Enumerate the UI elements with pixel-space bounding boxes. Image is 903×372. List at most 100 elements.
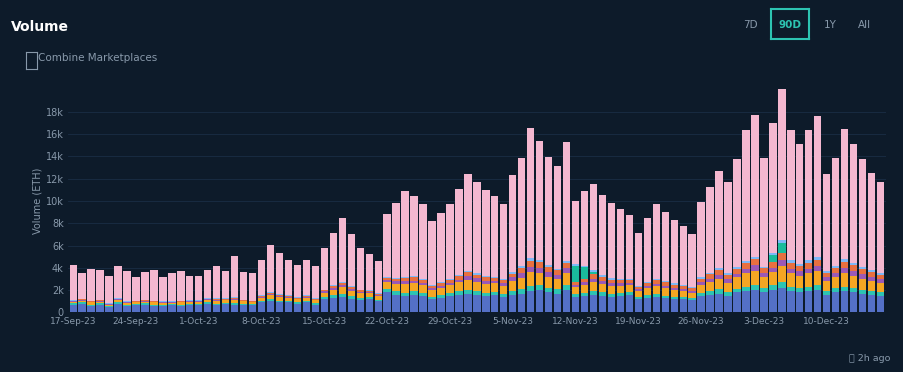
Bar <box>652 286 659 294</box>
Bar <box>589 279 597 282</box>
Bar <box>437 298 444 312</box>
Bar <box>526 286 534 291</box>
Bar <box>70 303 77 305</box>
Bar <box>545 267 552 272</box>
Bar <box>625 295 632 312</box>
Bar <box>339 282 346 283</box>
Bar <box>643 289 650 295</box>
Bar <box>410 276 417 278</box>
Bar <box>374 261 381 294</box>
Bar <box>581 285 588 292</box>
Bar <box>70 305 77 312</box>
Bar <box>589 274 597 279</box>
Bar <box>186 301 193 302</box>
Bar <box>545 292 552 312</box>
Bar <box>741 261 749 263</box>
Bar <box>554 270 561 275</box>
Bar <box>526 258 534 260</box>
Bar <box>106 306 113 307</box>
Bar <box>796 288 803 292</box>
Bar <box>563 141 570 261</box>
Bar <box>607 297 614 312</box>
Bar <box>750 259 758 266</box>
Bar <box>822 278 830 281</box>
Bar <box>419 279 426 280</box>
Bar <box>750 257 758 259</box>
Bar <box>652 204 659 279</box>
Bar <box>589 185 597 270</box>
Bar <box>437 295 444 298</box>
Bar <box>563 285 570 290</box>
Bar <box>867 291 874 295</box>
Bar <box>222 270 229 298</box>
Bar <box>472 295 480 312</box>
Bar <box>195 305 202 312</box>
Bar <box>312 304 319 305</box>
Bar <box>204 304 211 312</box>
Bar <box>275 295 283 296</box>
Bar <box>814 257 821 260</box>
Bar <box>777 282 785 288</box>
Bar <box>554 294 561 312</box>
Bar <box>670 299 677 312</box>
Bar <box>401 190 408 276</box>
Bar <box>805 260 812 263</box>
Bar <box>266 301 274 312</box>
Bar <box>822 291 830 295</box>
Bar <box>490 278 498 281</box>
Bar <box>572 294 579 297</box>
Bar <box>616 293 623 296</box>
Bar <box>132 302 139 304</box>
Bar <box>303 302 310 312</box>
Bar <box>517 278 525 289</box>
Bar <box>840 291 847 312</box>
Bar <box>697 277 704 279</box>
Bar <box>330 233 337 285</box>
Bar <box>132 304 139 305</box>
Bar <box>705 187 713 273</box>
Bar <box>365 293 372 297</box>
Bar <box>284 296 292 298</box>
Bar <box>348 289 355 291</box>
Bar <box>356 290 364 291</box>
Bar <box>195 302 202 304</box>
Bar <box>213 266 220 298</box>
Bar <box>437 288 444 295</box>
Bar <box>115 304 122 312</box>
Bar <box>168 273 175 301</box>
Bar <box>257 295 265 296</box>
Text: 7D: 7D <box>742 20 757 31</box>
Bar <box>248 305 256 312</box>
Bar <box>768 267 776 272</box>
Bar <box>545 276 552 288</box>
Bar <box>339 285 346 287</box>
Bar <box>293 302 301 304</box>
Bar <box>732 292 740 312</box>
Bar <box>616 209 623 279</box>
Bar <box>186 276 193 300</box>
Bar <box>222 304 229 312</box>
Bar <box>750 290 758 312</box>
Bar <box>455 189 462 275</box>
Bar <box>115 298 122 299</box>
Bar <box>213 299 220 300</box>
Bar <box>705 291 713 295</box>
Bar <box>787 273 794 286</box>
Bar <box>867 295 874 312</box>
Bar <box>257 296 265 297</box>
Bar <box>535 273 543 285</box>
Bar <box>383 292 390 312</box>
Bar <box>517 158 525 266</box>
Bar <box>526 267 534 272</box>
Bar <box>150 305 157 306</box>
Bar <box>374 294 381 295</box>
Bar <box>365 291 372 292</box>
Bar <box>410 291 417 295</box>
Bar <box>840 262 847 268</box>
Bar <box>625 292 632 295</box>
Bar <box>383 289 390 292</box>
Bar <box>213 301 220 304</box>
Bar <box>814 260 821 266</box>
Bar <box>526 291 534 312</box>
Bar <box>330 286 337 288</box>
